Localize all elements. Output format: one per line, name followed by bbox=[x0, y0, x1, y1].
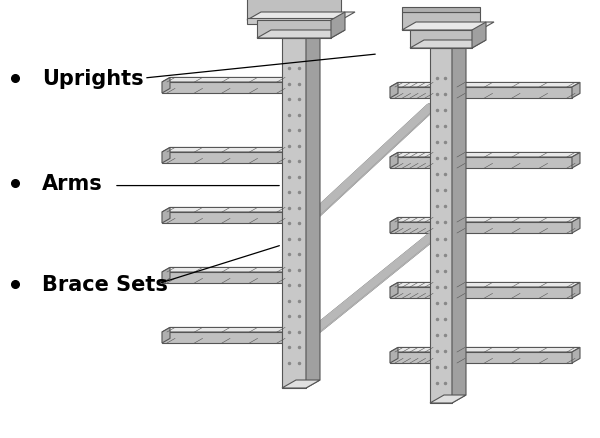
Text: Brace Sets: Brace Sets bbox=[42, 275, 168, 295]
Polygon shape bbox=[390, 153, 438, 158]
Polygon shape bbox=[572, 348, 580, 363]
Polygon shape bbox=[306, 31, 320, 388]
Polygon shape bbox=[572, 83, 580, 99]
Polygon shape bbox=[402, 8, 480, 13]
Polygon shape bbox=[452, 88, 572, 99]
Polygon shape bbox=[162, 328, 170, 343]
Polygon shape bbox=[247, 0, 341, 21]
Polygon shape bbox=[390, 88, 430, 99]
Polygon shape bbox=[452, 348, 580, 352]
Polygon shape bbox=[390, 153, 398, 169]
Polygon shape bbox=[282, 39, 306, 388]
Polygon shape bbox=[162, 268, 290, 272]
Polygon shape bbox=[390, 223, 430, 233]
Text: Arms: Arms bbox=[42, 174, 103, 194]
Polygon shape bbox=[247, 13, 355, 21]
Polygon shape bbox=[430, 49, 452, 403]
Polygon shape bbox=[390, 218, 438, 223]
Polygon shape bbox=[452, 287, 572, 298]
Polygon shape bbox=[390, 287, 430, 298]
Polygon shape bbox=[390, 283, 438, 287]
Polygon shape bbox=[452, 218, 580, 223]
Polygon shape bbox=[572, 153, 580, 169]
Polygon shape bbox=[402, 13, 480, 31]
Polygon shape bbox=[390, 348, 438, 352]
Polygon shape bbox=[390, 83, 398, 99]
Polygon shape bbox=[162, 212, 282, 223]
Polygon shape bbox=[390, 283, 398, 298]
Polygon shape bbox=[162, 148, 170, 164]
Polygon shape bbox=[452, 283, 580, 287]
Polygon shape bbox=[452, 41, 466, 403]
Polygon shape bbox=[410, 41, 486, 49]
Polygon shape bbox=[430, 395, 466, 403]
Polygon shape bbox=[162, 268, 170, 283]
Polygon shape bbox=[257, 21, 331, 39]
Polygon shape bbox=[452, 83, 580, 88]
Polygon shape bbox=[452, 153, 580, 158]
Polygon shape bbox=[452, 223, 572, 233]
Polygon shape bbox=[390, 218, 398, 233]
Polygon shape bbox=[452, 158, 572, 169]
Polygon shape bbox=[162, 332, 282, 343]
Polygon shape bbox=[402, 23, 494, 31]
Polygon shape bbox=[162, 78, 290, 83]
Polygon shape bbox=[162, 83, 282, 94]
Polygon shape bbox=[162, 328, 290, 332]
Polygon shape bbox=[410, 31, 472, 49]
Polygon shape bbox=[390, 83, 438, 88]
Polygon shape bbox=[572, 283, 580, 298]
Polygon shape bbox=[282, 380, 320, 388]
Polygon shape bbox=[472, 23, 486, 49]
Polygon shape bbox=[162, 208, 170, 223]
Polygon shape bbox=[390, 348, 398, 363]
Polygon shape bbox=[162, 148, 290, 153]
Polygon shape bbox=[452, 352, 572, 363]
Polygon shape bbox=[247, 19, 341, 25]
Polygon shape bbox=[162, 208, 290, 212]
Polygon shape bbox=[162, 153, 282, 164]
Polygon shape bbox=[257, 31, 345, 39]
Polygon shape bbox=[162, 78, 170, 94]
Polygon shape bbox=[572, 218, 580, 233]
Polygon shape bbox=[390, 352, 430, 363]
Polygon shape bbox=[390, 158, 430, 169]
Polygon shape bbox=[162, 272, 282, 283]
Text: Uprights: Uprights bbox=[42, 69, 143, 89]
Polygon shape bbox=[331, 13, 345, 39]
